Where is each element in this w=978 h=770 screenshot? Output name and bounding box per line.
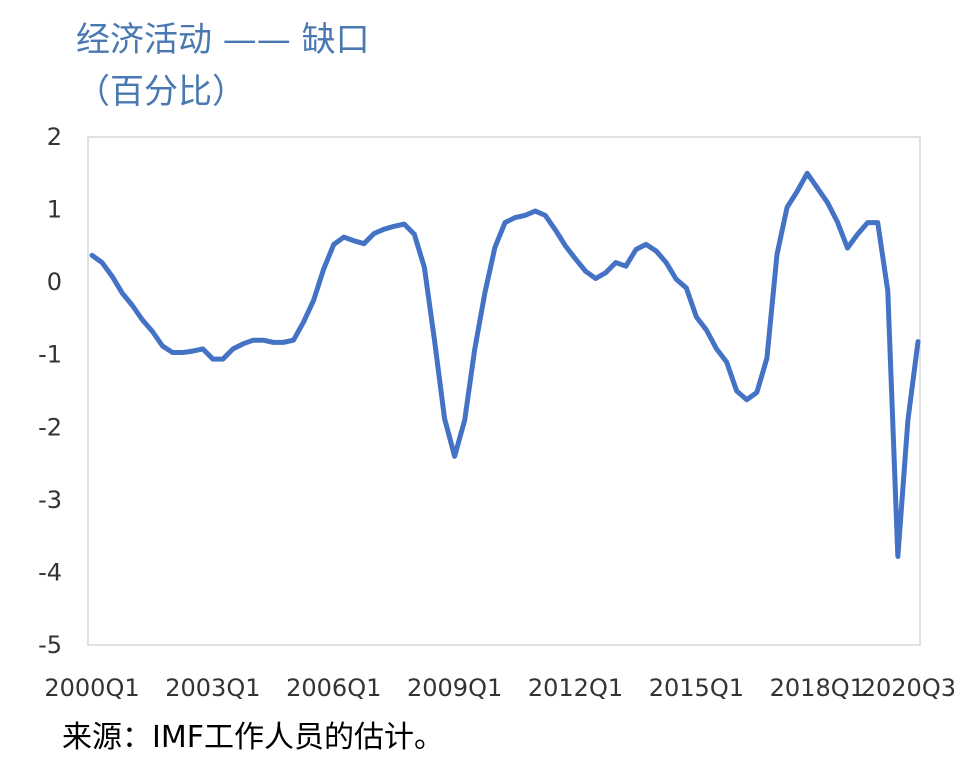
x-tick-label: 2020Q3 (861, 674, 956, 702)
x-tick-label: 2003Q1 (165, 674, 260, 702)
y-tick-label: 1 (47, 196, 62, 224)
chart-title: 经济活动 —— 缺口 (76, 20, 370, 60)
x-tick-label: 2012Q1 (528, 674, 623, 702)
x-tick-label: 2009Q1 (407, 674, 502, 702)
y-tick-label: -5 (38, 631, 62, 659)
y-tick-label: -3 (38, 486, 62, 514)
x-axis-ticks: 2000Q1 2003Q1 2006Q1 2009Q1 2012Q1 2015Q1 2018… (44, 674, 956, 702)
x-tick-label: 2006Q1 (286, 674, 381, 702)
y-tick-label: -4 (38, 558, 62, 586)
chart-subtitle: （百分比） (76, 72, 246, 112)
y-tick-label: -2 (38, 413, 62, 441)
source-note: 来源：IMF工作人员的估计。 (62, 720, 444, 755)
x-tick-label: 2015Q1 (649, 674, 744, 702)
x-tick-label: 2000Q1 (44, 674, 139, 702)
y-tick-label: -1 (38, 341, 62, 369)
plot-area-border (87, 136, 921, 646)
y-tick-label: 2 (47, 123, 62, 151)
series-line (89, 170, 921, 559)
y-axis-ticks: 2 1 0 -1 -2 -3 -4 -5 (38, 123, 62, 659)
x-tick-label: 2018Q1 (770, 674, 865, 702)
y-tick-label: 0 (47, 268, 62, 296)
